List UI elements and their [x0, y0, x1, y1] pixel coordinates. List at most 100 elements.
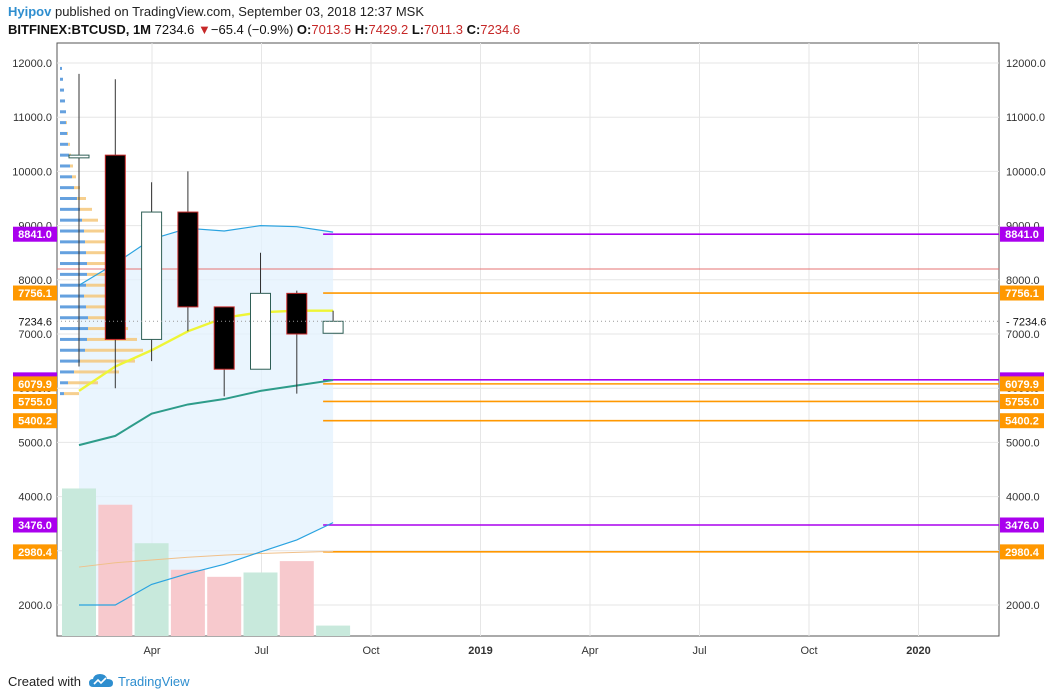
chart-header: Hyipov published on TradingView.com, Sep… [0, 0, 1057, 42]
y-tick-label-left: 8000.0 [18, 275, 52, 287]
level-label-right-bg [1000, 285, 1044, 301]
profile-bar-left [60, 99, 65, 103]
profile-bar-left [60, 272, 87, 276]
profile-bar-right [82, 218, 98, 222]
candle-up [322, 320, 344, 334]
profile-bar-right [68, 142, 70, 146]
y-tick-label-right: 11000.0 [1006, 112, 1045, 124]
profile-bar-right [84, 229, 104, 233]
level-label-right-bg [1000, 413, 1044, 429]
level-label-left-bg [13, 517, 57, 533]
tradingview-cloud-icon [89, 674, 113, 687]
close-label: C: [466, 22, 481, 37]
candle-up [250, 292, 271, 370]
profile-bar-left [60, 240, 85, 244]
level-label-left-bg [13, 285, 57, 301]
profile-bar-left [60, 359, 80, 363]
x-tick-label: Apr [581, 645, 598, 657]
candles [57, 73, 999, 397]
level-label-right-bg [1000, 376, 1044, 392]
y-tick-label-right: 4000.0 [1006, 492, 1040, 504]
volume-bar [279, 561, 314, 636]
level-label-right-bg [1000, 517, 1044, 533]
level-label-left-bg [13, 376, 57, 392]
y-tick-label-left: 10000.0 [12, 166, 52, 178]
low-value: 7011.3 [424, 22, 463, 37]
level-label-right-bg [1000, 393, 1044, 409]
profile-bar-right [86, 305, 114, 309]
volume-bar [170, 569, 205, 636]
candle-down [177, 211, 199, 308]
author-link[interactable]: Hyipov [8, 4, 52, 19]
level-label-right: 3476.0 [1005, 520, 1039, 532]
profile-bar-right [84, 294, 110, 298]
symbol-name: BITFINEX:BTCUSD, 1M [8, 22, 151, 37]
y-tick-label-right: 10000.0 [1006, 166, 1046, 178]
level-labels: 8841.08841.07756.17756.16153.96153.96079… [13, 226, 1046, 560]
volume-bar [98, 504, 133, 636]
profile-bar-left [60, 370, 74, 374]
profile-bar-right [72, 175, 76, 179]
x-tick-label: 2019 [468, 645, 492, 657]
profile-bar-left [60, 229, 84, 233]
profile-bar-left [60, 262, 87, 266]
candle-up [68, 154, 90, 159]
y-tick-label-left: 5000.0 [18, 437, 52, 449]
horizontal-levels [57, 233, 999, 553]
profile-bar-left [60, 88, 64, 92]
profile-bar-right [66, 121, 67, 125]
profile-bar-right [80, 207, 92, 211]
y-tick-label-right: 5000.0 [1006, 437, 1040, 449]
profile-bar-left [60, 186, 74, 190]
level-label-right-bg [1000, 226, 1044, 242]
profile-bar-left [60, 251, 86, 255]
candle-up [141, 211, 163, 340]
profile-bar-left [60, 131, 67, 135]
candle-down [213, 306, 235, 370]
profile-bar-right [86, 251, 110, 255]
x-tick-label: Jul [254, 645, 268, 657]
level-label-left: 5755.0 [18, 396, 52, 408]
price-chart[interactable]: 2000.02000.03000.03000.04000.04000.05000… [0, 0, 1057, 664]
profile-bar-right [74, 370, 119, 374]
profile-bar-left [60, 121, 66, 125]
volume-bar [134, 543, 169, 636]
profile-bar-left [60, 77, 63, 81]
chart-footer: Created with TradingView [0, 664, 1057, 698]
symbol-line: BITFINEX:BTCUSD, 1M 7234.6 ▼−65.4 (−0.9%… [8, 22, 520, 37]
level-label-right: 2980.4 [1005, 547, 1040, 559]
profile-bar-left [60, 392, 64, 396]
high-value: 7429.2 [368, 22, 409, 37]
level-label-left: 3476.0 [18, 520, 52, 532]
publish-line: Hyipov published on TradingView.com, Sep… [8, 4, 424, 19]
candle-down [104, 154, 126, 340]
level-label-left-bg [13, 544, 57, 560]
ma-teal-line [78, 379, 334, 447]
published-text: published on TradingView.com, September … [54, 4, 425, 19]
profile-bar-left [60, 381, 68, 385]
level-label-right: 8841.0 [1005, 229, 1039, 241]
profile-bar-right [74, 186, 80, 190]
profile-bar-left [60, 337, 87, 341]
open-value: 7013.5 [311, 22, 352, 37]
y-tick-label-right: 2000.0 [1006, 600, 1040, 612]
level-label-left: 7756.1 [18, 288, 52, 300]
profile-bar-right [67, 131, 68, 135]
profile-bar-right [77, 197, 86, 200]
level-label-right: 6079.9 [1005, 379, 1039, 391]
low-label: L: [411, 22, 425, 37]
level-label-left-bg [13, 413, 57, 429]
profile-bar-right [87, 262, 117, 266]
tradingview-brand-link[interactable]: TradingView [118, 674, 190, 689]
profile-bar-left [60, 283, 86, 287]
level-label-left: 5400.2 [18, 416, 52, 428]
x-tick-label: 2020 [906, 645, 930, 657]
profile-bar-left [60, 316, 88, 320]
level-label-left: 6079.9 [18, 379, 52, 391]
level-label-right: 7756.1 [1005, 288, 1039, 300]
volume-bar [316, 625, 351, 636]
profile-bar-left [60, 327, 88, 331]
profile-bar-left [60, 348, 85, 352]
y-tick-label-left: 11000.0 [13, 112, 52, 124]
profile-bar-right [86, 283, 116, 287]
